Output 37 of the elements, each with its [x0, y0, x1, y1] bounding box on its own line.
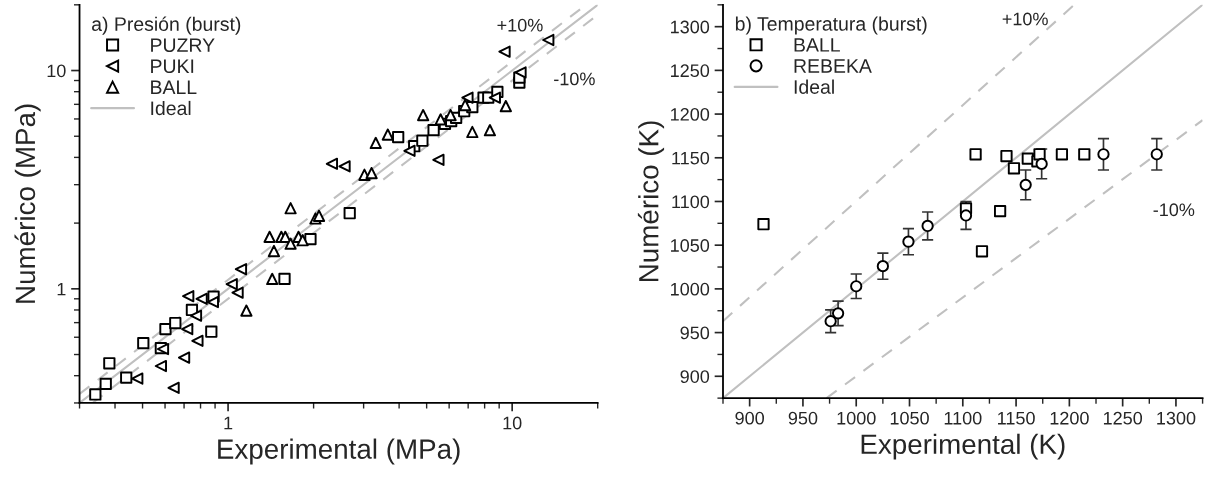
annotation: +10% [497, 18, 543, 32]
x-tick-label: 1250 [1103, 411, 1143, 425]
y-tick-label: 1250 [671, 64, 710, 78]
legend-label: Ideal [794, 79, 834, 94]
x-tick-label: 900 [735, 411, 764, 425]
annotation: +10% [1002, 12, 1048, 26]
x-tick-label: 1300 [1157, 411, 1196, 425]
y-tick-label: 950 [680, 326, 710, 340]
x-tick-label: 1050 [890, 411, 929, 425]
x-tick-label: 1 [224, 416, 233, 430]
legend-label: BALL [794, 38, 840, 52]
legend-label: REBEKA [794, 59, 872, 73]
x-tick-label: 10 [503, 416, 522, 430]
x-axis-title: Experimental (K) [861, 433, 1065, 460]
y-tick-label: 1100 [672, 195, 710, 209]
legend-label: Ideal [151, 100, 191, 116]
x-tick-label: 1100 [944, 411, 982, 425]
y-tick-label: 1000 [671, 282, 710, 296]
x-axis-title: Experimental (MPa) [218, 438, 460, 465]
x-tick-label: 1200 [1050, 411, 1089, 425]
annotation: -10% [1153, 203, 1195, 217]
x-tick-label: 1150 [998, 411, 1035, 425]
annotation: -10% [554, 72, 595, 86]
legend-title: b) Temperatura (burst) [735, 16, 927, 35]
y-tick-label: 1150 [672, 151, 710, 165]
x-tick-label: 950 [788, 411, 818, 425]
legend-label: PUKI [151, 59, 194, 74]
y-tick-label: 900 [680, 370, 710, 383]
x-tick-label: 1000 [837, 411, 876, 425]
y-axis-title: Numérico (K) [637, 121, 665, 281]
legend-title: a) Presión (burst) [92, 16, 241, 35]
y-tick-label: 1050 [671, 239, 710, 252]
y-axis-title: Numérico (MPa) [14, 104, 41, 303]
legend-label: BALL [151, 80, 197, 94]
y-tick-label: 1300 [671, 20, 710, 34]
legend-label: PUZRY [151, 38, 215, 53]
y-tick-label: 1200 [671, 108, 710, 121]
